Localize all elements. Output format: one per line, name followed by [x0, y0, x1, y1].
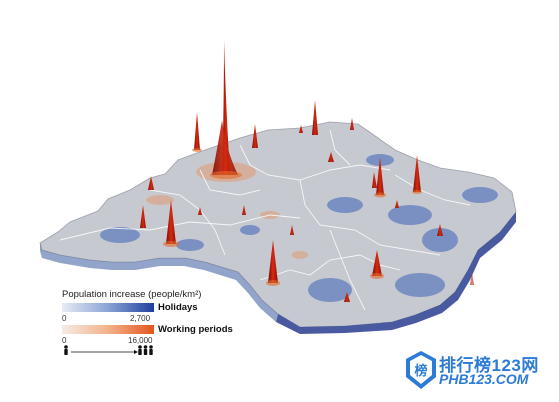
holidays-color-bar: [62, 303, 154, 312]
working-min-tick: 0: [62, 336, 67, 345]
watermark-text-cn: 排行榜123网: [439, 356, 539, 375]
working-color-bar: [62, 325, 154, 334]
holidays-max-tick: 2,700: [130, 314, 151, 323]
person-icon: [64, 345, 68, 355]
watermark-logo-char: 榜: [414, 363, 427, 379]
region-side-wall-left: [40, 243, 278, 322]
spike-bases: [163, 148, 422, 286]
working-max-tick: 16,000: [128, 336, 153, 345]
legend-title: Population increase (people/km²): [62, 289, 202, 300]
region-side-wall: [276, 212, 516, 334]
holiday-patches: [100, 154, 498, 302]
person-group-icon: [138, 345, 153, 355]
district-boundaries: [59, 129, 471, 311]
map-legend: Population increase (people/km²) Holiday…: [58, 289, 248, 359]
holidays-min-tick: 0: [62, 314, 67, 323]
watermark-text-en: PHB123.COM: [439, 371, 529, 387]
holidays-label: Holidays: [158, 302, 198, 313]
site-watermark: 榜 排行榜123网 PHB123.COM: [403, 349, 553, 393]
working-label: Working periods: [158, 324, 233, 335]
watermark-logo-icon: 榜: [406, 351, 436, 389]
person-scale: [64, 345, 153, 355]
population-spikes: [140, 40, 474, 302]
